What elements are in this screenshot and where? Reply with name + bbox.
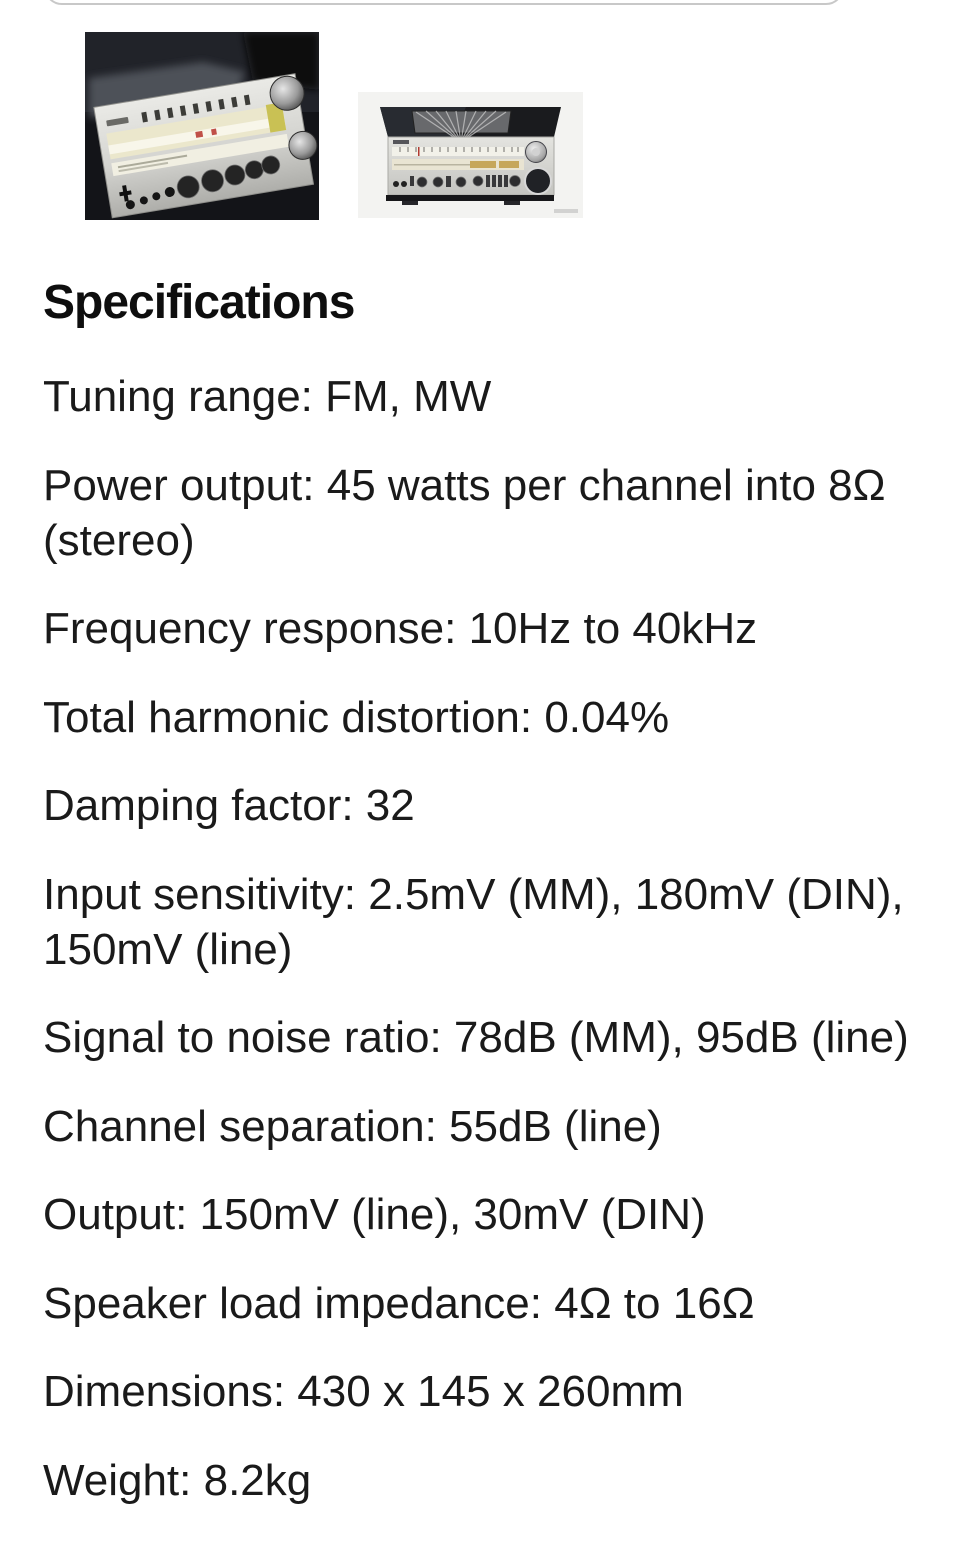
spec-channel-separation: Channel separation: 55dB (line) [43,1101,662,1151]
receiver-front-image [358,92,583,218]
product-photo-angled[interactable] [85,32,319,220]
spec-total-harmonic-distortion: Total harmonic distortion: 0.04% [43,692,670,742]
spec-tuning-range: Tuning range: FM, MW [43,372,492,421]
spec-signal-to-noise-ratio: Signal to noise ratio: 78dB (MM), 95dB (… [43,1013,909,1062]
product-photo-front[interactable] [358,92,583,218]
specifications-list: Tuning range: FM, MW Power output: 45 wa… [43,369,923,1541]
spec-output: Output: 150mV (line), 30mV (DIN) [43,1190,706,1239]
spec-weight: Weight: 8.2kg [43,1455,312,1505]
spec-dimensions: Dimensions: 430 x 145 x 260mm [43,1367,684,1416]
spec-speaker-load-impedance: Speaker load impedance: 4Ω to 16Ω [43,1278,755,1328]
receiver-angled-image [85,32,319,220]
specifications-heading: Specifications [43,276,355,329]
spec-damping-factor: Damping factor: 32 [43,781,415,830]
spec-power-output: Power output: 45 watts per channel into … [43,460,886,565]
search-bar[interactable] [44,0,844,5]
spec-frequency-response: Frequency response: 10Hz to 40kHz [43,604,758,653]
spec-input-sensitivity: Input sensitivity: 2.5mV (MM), 180mV (DI… [43,869,904,974]
